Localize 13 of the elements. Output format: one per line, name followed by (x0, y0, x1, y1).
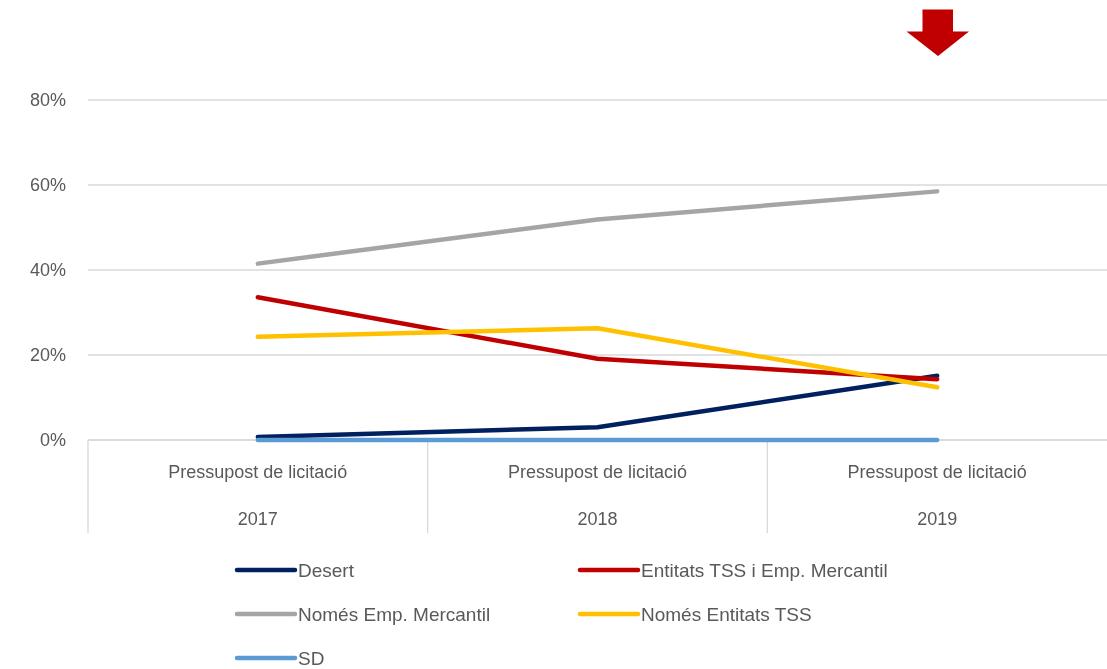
legend-label: Només Emp. Mercantil (298, 603, 491, 625)
category-label: Pressupost de licitació 2018 (507, 462, 688, 530)
legend-label: Entitats TSS i Emp. Mercantil (641, 559, 888, 581)
legend-label: Només Entitats TSS (641, 603, 812, 625)
y-tick-label: 0% (39, 430, 66, 451)
legend-label: SD (298, 647, 325, 669)
y-tick-label: 80% (29, 90, 66, 111)
legend-label: Desert (298, 559, 355, 581)
y-tick-label: 20% (29, 345, 66, 366)
category-label: Pressupost de licitació 2019 (847, 462, 1027, 530)
y-tick-label: 60% (29, 175, 66, 196)
category-label: Pressupost de licitació 2017 (168, 462, 348, 530)
y-tick-label: 40% (29, 260, 66, 281)
